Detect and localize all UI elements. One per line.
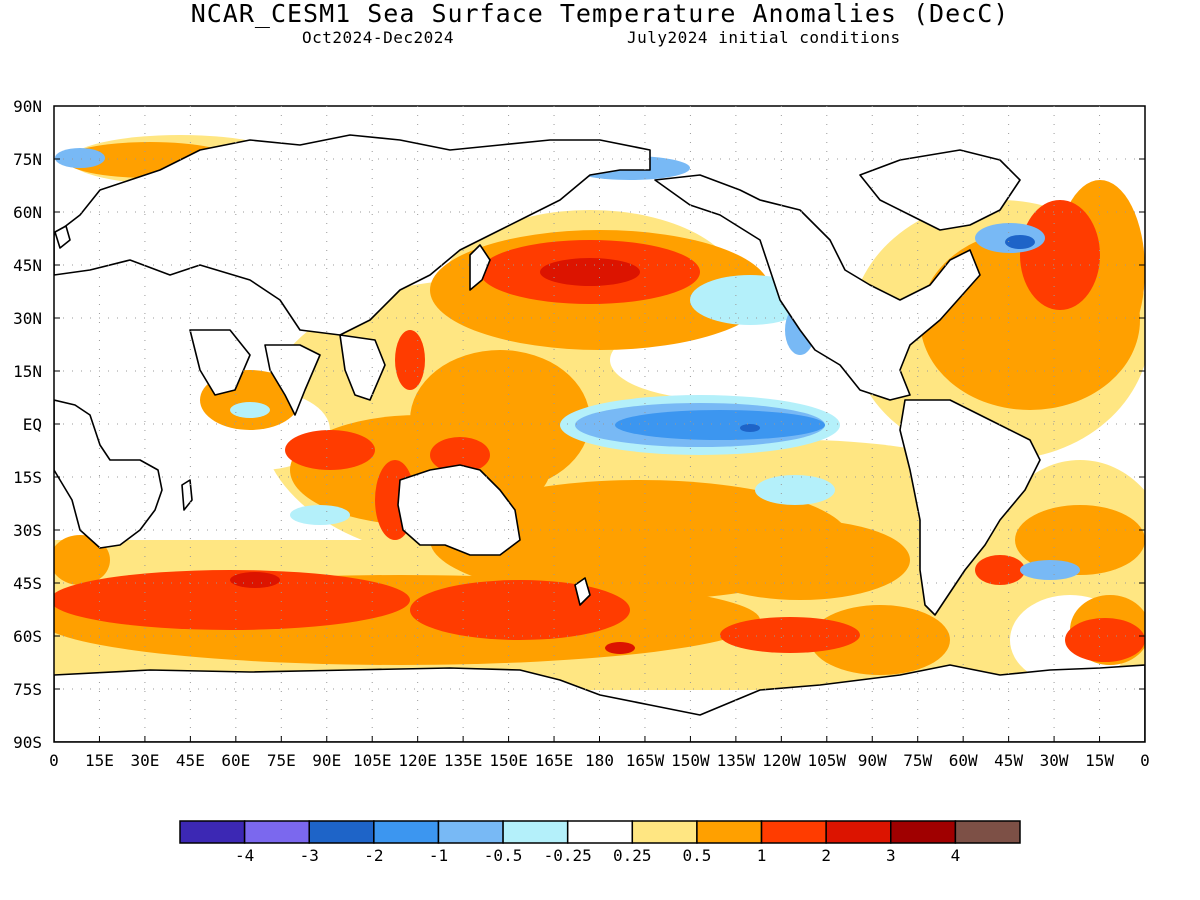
lat-label: 75N: [13, 150, 42, 169]
lon-label: 135W: [717, 751, 756, 770]
colorbar-label: 2: [821, 846, 831, 865]
lon-label: 75E: [267, 751, 296, 770]
north-america: [654, 174, 981, 401]
lat-label: 60N: [13, 203, 42, 222]
australia: [397, 464, 521, 556]
lon-label: 165W: [626, 751, 665, 770]
lat-label: 90N: [13, 97, 42, 116]
colorbar-swatch: [890, 820, 957, 844]
initial-conditions: July2024 initial conditions: [627, 28, 901, 47]
lon-label: 15E: [85, 751, 114, 770]
colorbar-swatch: [760, 820, 827, 844]
colorbar-label: -4: [235, 846, 254, 865]
colorbar-labels: -4 -3 -2 -1 -0.5 -0.25 0.25 0.5 1 2 3 4: [235, 846, 960, 865]
lat-label: EQ: [23, 415, 42, 434]
latitude-labels: 90N 75N 60N 45N 30N 15N EQ 15S 30S 45S 60S 75S 90S: [13, 97, 42, 752]
uk: [54, 225, 71, 249]
lat-label: 30N: [13, 309, 42, 328]
eurasia: [54, 134, 651, 336]
map-title: NCAR_CESM1 Sea Surface Temperature Anoma…: [190, 0, 1010, 28]
lon-label: 75W: [903, 751, 932, 770]
india: [264, 344, 321, 416]
lon-label: 60E: [221, 751, 250, 770]
colorbar-swatch: [566, 820, 634, 844]
lon-label: 0: [49, 751, 59, 770]
colorbar-label: -1: [429, 846, 448, 865]
colorbar-swatch: [954, 820, 1021, 844]
indochina: [339, 334, 386, 401]
lat-label: 15S: [13, 468, 42, 487]
antarctica: [54, 664, 1145, 742]
forecast-period: Oct2024-Dec2024: [302, 28, 454, 47]
lon-label: 0: [1140, 751, 1150, 770]
colorbar-swatch: [696, 820, 763, 844]
lon-label: 105W: [808, 751, 847, 770]
colorbar-label: -0.25: [544, 846, 592, 865]
colorbar-swatch: [437, 820, 504, 844]
colorbar-label: -2: [364, 846, 383, 865]
lon-label: 150W: [671, 751, 710, 770]
colorbar-swatch: [373, 820, 440, 844]
arabia-india: [189, 329, 251, 396]
colorbar-swatch: [631, 820, 698, 844]
lat-lon-grid: [53, 105, 1146, 743]
africa: [54, 399, 163, 549]
lat-label: 45N: [13, 256, 42, 275]
lon-label: 90W: [858, 751, 887, 770]
red-layer: [230, 258, 640, 654]
colorbar-label: 4: [951, 846, 961, 865]
colorbar-label: 1: [757, 846, 767, 865]
lon-label: 45E: [176, 751, 205, 770]
colorbar-label: 3: [886, 846, 896, 865]
lon-label: 150E: [489, 751, 528, 770]
lat-label: 30S: [13, 521, 42, 540]
continents: [54, 134, 1145, 742]
madagascar: [181, 479, 193, 511]
lon-label: 30E: [130, 751, 159, 770]
lat-label: 75S: [13, 680, 42, 699]
new-zealand: [574, 577, 591, 606]
lon-label: 45W: [994, 751, 1023, 770]
longitude-labels: 0 15E 30E 45E 60E 75E 90E 105E 120E 135E 150E 165E 1…: [49, 751, 1150, 770]
colorbar-label: -3: [300, 846, 319, 865]
lat-label: 60S: [13, 627, 42, 646]
lat-label: 45S: [13, 574, 42, 593]
lon-label: 135E: [444, 751, 483, 770]
south-america: [899, 399, 1041, 616]
lon-label: 60W: [949, 751, 978, 770]
lon-label: 120E: [398, 751, 437, 770]
red-orange-layer: [54, 200, 1145, 662]
colorbar-label: 0.5: [682, 846, 711, 865]
colorbar-label: -0.5: [484, 846, 523, 865]
colorbar-swatch: [179, 820, 246, 844]
lon-label: 90E: [312, 751, 341, 770]
colorbar-swatch: [502, 820, 569, 844]
lon-label: 30W: [1040, 751, 1069, 770]
lon-label: 15W: [1085, 751, 1114, 770]
lon-label: 120W: [762, 751, 801, 770]
colorbar-swatch: [825, 820, 892, 844]
greenland: [859, 149, 1021, 231]
lon-label: 165E: [535, 751, 574, 770]
japan: [469, 244, 491, 291]
lat-label: 90S: [13, 733, 42, 752]
colorbar-label: 0.25: [613, 846, 652, 865]
lon-label: 105E: [353, 751, 392, 770]
lon-label: 180: [585, 751, 614, 770]
colorbar-swatch: [308, 820, 375, 844]
colorbar: [179, 820, 1021, 844]
lat-label: 15N: [13, 362, 42, 381]
colorbar-swatch: [243, 820, 310, 844]
